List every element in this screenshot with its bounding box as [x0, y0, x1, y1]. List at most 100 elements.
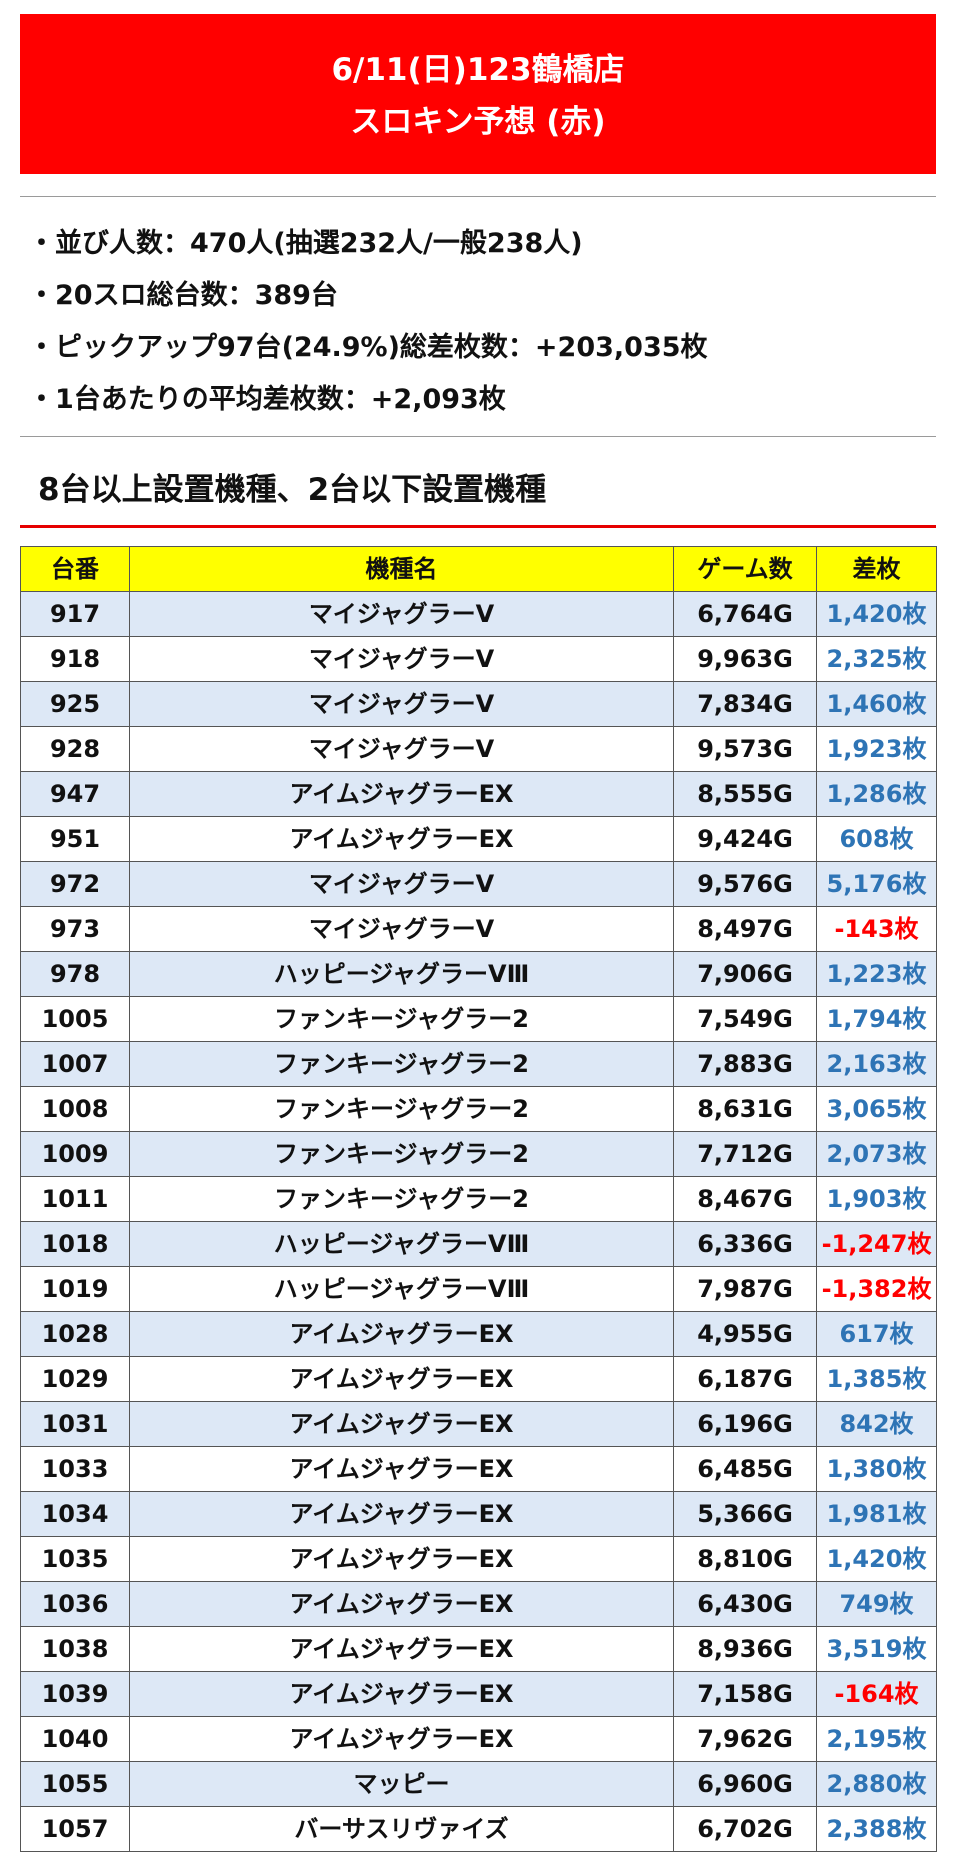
table-row: 1019 ハッピージャグラーVⅢ 7,987G -1,382枚	[20, 1266, 937, 1312]
table-row: 1029 アイムジャグラーEX 6,187G 1,385枚	[20, 1356, 937, 1402]
game-count-cell: 6,485G	[673, 1446, 817, 1492]
table-row: 1040 アイムジャグラーEX 7,962G 2,195枚	[20, 1716, 937, 1762]
machine-name-cell: アイムジャグラーEX	[129, 1671, 674, 1717]
header-machine-number: 台番	[20, 546, 130, 592]
machine-name-cell: ファンキージャグラー2	[129, 1131, 674, 1177]
table-row: 925 マイジャグラーV 7,834G 1,460枚	[20, 681, 937, 727]
title-banner: 6/11(日)123鶴橋店 スロキン予想 (赤)	[20, 14, 936, 174]
game-count-cell: 7,158G	[673, 1671, 817, 1717]
game-count-cell: 6,764G	[673, 591, 817, 637]
stat-pickup-total: ・ピックアップ97台(24.9%)総差枚数：+203,035枚	[28, 332, 708, 363]
diff-cell: 1,460枚	[816, 681, 937, 727]
game-count-cell: 6,336G	[673, 1221, 817, 1267]
table-row: 1009 ファンキージャグラー2 7,712G 2,073枚	[20, 1131, 937, 1177]
machine-number-cell: 1055	[20, 1761, 130, 1807]
machine-name-cell: アイムジャグラーEX	[129, 1581, 674, 1627]
table-row: 972 マイジャグラーV 9,576G 5,176枚	[20, 861, 937, 907]
machine-name-cell: アイムジャグラーEX	[129, 771, 674, 817]
machine-name-cell: マイジャグラーV	[129, 906, 674, 952]
machine-number-cell: 1009	[20, 1131, 130, 1177]
machine-name-cell: ハッピージャグラーVⅢ	[129, 1221, 674, 1267]
section-underline	[20, 525, 936, 528]
machine-number-cell: 1036	[20, 1581, 130, 1627]
machine-name-cell: ファンキージャグラー2	[129, 1176, 674, 1222]
machine-number-cell: 947	[20, 771, 130, 817]
machine-name-cell: アイムジャグラーEX	[129, 1446, 674, 1492]
machine-name-cell: ハッピージャグラーVⅢ	[129, 951, 674, 997]
diff-cell: -143枚	[816, 906, 937, 952]
diff-cell: 1,923枚	[816, 726, 937, 772]
machine-number-cell: 1005	[20, 996, 130, 1042]
game-count-cell: 7,987G	[673, 1266, 817, 1312]
game-count-cell: 7,834G	[673, 681, 817, 727]
game-count-cell: 7,962G	[673, 1716, 817, 1762]
stats-divider	[20, 436, 936, 437]
diff-cell: -164枚	[816, 1671, 937, 1717]
diff-cell: 1,385枚	[816, 1356, 937, 1402]
machine-name-cell: アイムジャグラーEX	[129, 1536, 674, 1582]
table-header-row: 台番 機種名 ゲーム数 差枚	[20, 546, 937, 592]
diff-cell: 1,286枚	[816, 771, 937, 817]
machine-number-cell: 1028	[20, 1311, 130, 1357]
diff-cell: 842枚	[816, 1401, 937, 1447]
table-row: 1007 ファンキージャグラー2 7,883G 2,163枚	[20, 1041, 937, 1087]
game-count-cell: 8,936G	[673, 1626, 817, 1672]
machine-number-cell: 918	[20, 636, 130, 682]
table-row: 1031 アイムジャグラーEX 6,196G 842枚	[20, 1401, 937, 1447]
game-count-cell: 7,906G	[673, 951, 817, 997]
machine-number-cell: 973	[20, 906, 130, 952]
game-count-cell: 9,963G	[673, 636, 817, 682]
diff-cell: 2,163枚	[816, 1041, 937, 1087]
machine-name-cell: アイムジャグラーEX	[129, 1356, 674, 1402]
stat-queue-count: ・並び人数：470人(抽選232人/一般238人)	[28, 228, 583, 259]
game-count-cell: 7,712G	[673, 1131, 817, 1177]
diff-cell: 1,981枚	[816, 1491, 937, 1537]
game-count-cell: 9,424G	[673, 816, 817, 862]
game-count-cell: 8,810G	[673, 1536, 817, 1582]
diff-cell: 3,519枚	[816, 1626, 937, 1672]
table-row: 973 マイジャグラーV 8,497G -143枚	[20, 906, 937, 952]
game-count-cell: 6,187G	[673, 1356, 817, 1402]
table-row: 1035 アイムジャグラーEX 8,810G 1,420枚	[20, 1536, 937, 1582]
table-row: 917 マイジャグラーV 6,764G 1,420枚	[20, 591, 937, 637]
diff-cell: 5,176枚	[816, 861, 937, 907]
machine-number-cell: 972	[20, 861, 130, 907]
table-row: 1055 マッピー 6,960G 2,880枚	[20, 1761, 937, 1807]
table-row: 928 マイジャグラーV 9,573G 1,923枚	[20, 726, 937, 772]
game-count-cell: 9,576G	[673, 861, 817, 907]
stat-average-diff: ・1台あたりの平均差枚数：+2,093枚	[28, 384, 506, 415]
machine-name-cell: マイジャグラーV	[129, 636, 674, 682]
machine-number-cell: 978	[20, 951, 130, 997]
table-row: 1038 アイムジャグラーEX 8,936G 3,519枚	[20, 1626, 937, 1672]
diff-cell: 1,420枚	[816, 591, 937, 637]
machine-number-cell: 917	[20, 591, 130, 637]
machine-number-cell: 1019	[20, 1266, 130, 1312]
game-count-cell: 8,497G	[673, 906, 817, 952]
machine-name-cell: アイムジャグラーEX	[129, 1401, 674, 1447]
diff-cell: 1,794枚	[816, 996, 937, 1042]
table-row: 1036 アイムジャグラーEX 6,430G 749枚	[20, 1581, 937, 1627]
game-count-cell: 9,573G	[673, 726, 817, 772]
game-count-cell: 8,631G	[673, 1086, 817, 1132]
stats-list: ・並び人数：470人(抽選232人/一般238人) ・20スロ総台数：389台 …	[28, 218, 708, 426]
game-count-cell: 6,960G	[673, 1761, 817, 1807]
diff-cell: 2,388枚	[816, 1806, 937, 1852]
diff-cell: 608枚	[816, 816, 937, 862]
table-row: 951 アイムジャグラーEX 9,424G 608枚	[20, 816, 937, 862]
game-count-cell: 5,366G	[673, 1491, 817, 1537]
table-row: 1005 ファンキージャグラー2 7,549G 1,794枚	[20, 996, 937, 1042]
table-row: 1039 アイムジャグラーEX 7,158G -164枚	[20, 1671, 937, 1717]
table-body: 917 マイジャグラーV 6,764G 1,420枚 918 マイジャグラーV 9,963G…	[20, 591, 937, 1852]
machine-number-cell: 1031	[20, 1401, 130, 1447]
machine-name-cell: マッピー	[129, 1761, 674, 1807]
machine-number-cell: 1039	[20, 1671, 130, 1717]
diff-cell: 749枚	[816, 1581, 937, 1627]
machine-name-cell: アイムジャグラーEX	[129, 1716, 674, 1762]
machine-results-table: 台番 機種名 ゲーム数 差枚 917 マイジャグラーV 6,764G 1,420枚 91…	[20, 546, 937, 1852]
stat-total-machines: ・20スロ総台数：389台	[28, 280, 338, 311]
top-divider	[20, 196, 936, 197]
diff-cell: 1,903枚	[816, 1176, 937, 1222]
machine-number-cell: 1029	[20, 1356, 130, 1402]
game-count-cell: 6,430G	[673, 1581, 817, 1627]
header-machine-name: 機種名	[129, 546, 674, 592]
